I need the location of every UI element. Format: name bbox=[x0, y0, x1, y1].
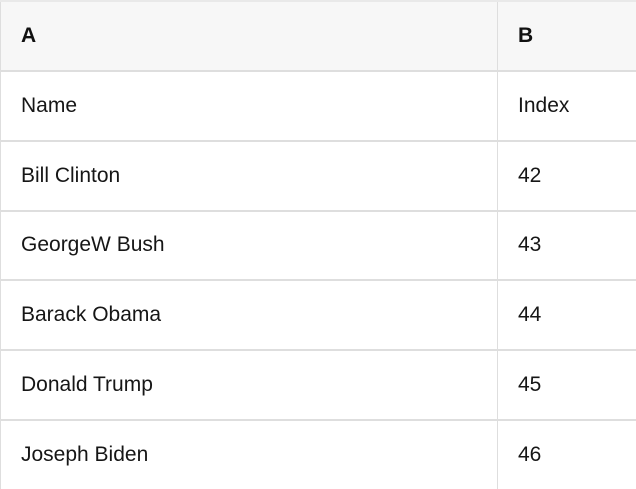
cell-index[interactable]: 44 bbox=[497, 280, 636, 352]
column-header-a[interactable]: A bbox=[0, 0, 498, 72]
cell-index[interactable]: 42 bbox=[497, 140, 636, 212]
cell-name-label[interactable]: Name bbox=[0, 70, 498, 142]
cell-name[interactable]: Barack Obama bbox=[0, 280, 498, 352]
table-header-row: A B bbox=[0, 0, 636, 72]
cell-name[interactable]: Donald Trump bbox=[0, 350, 498, 422]
cell-name[interactable]: Joseph Biden bbox=[0, 420, 498, 489]
table-row: GeorgeW Bush 43 bbox=[0, 210, 636, 282]
table-row: Joseph Biden 46 bbox=[0, 420, 636, 489]
table-row: Bill Clinton 42 bbox=[0, 140, 636, 212]
column-header-b[interactable]: B bbox=[497, 0, 636, 72]
cell-index[interactable]: 45 bbox=[497, 350, 636, 422]
table-row: Donald Trump 45 bbox=[0, 350, 636, 422]
table-row: Name Index bbox=[0, 70, 636, 142]
cell-index[interactable]: 43 bbox=[497, 210, 636, 282]
cell-name[interactable]: Bill Clinton bbox=[0, 140, 498, 212]
table-row: Barack Obama 44 bbox=[0, 280, 636, 352]
cell-name[interactable]: GeorgeW Bush bbox=[0, 210, 498, 282]
cell-index-label[interactable]: Index bbox=[497, 70, 636, 142]
cell-index[interactable]: 46 bbox=[497, 420, 636, 489]
